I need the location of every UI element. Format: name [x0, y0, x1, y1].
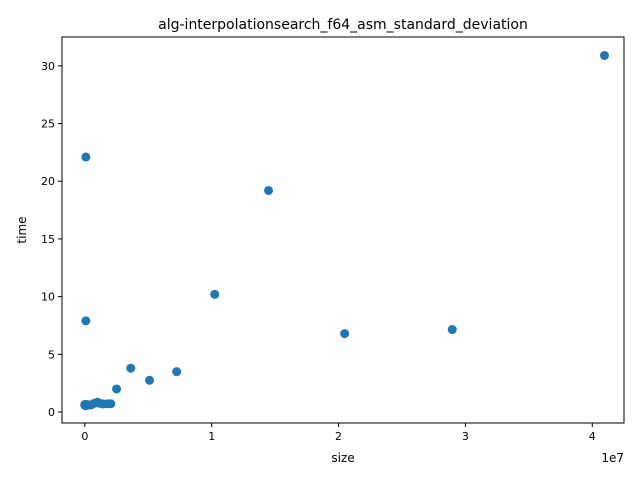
data-point-26: [340, 329, 350, 339]
chart-title: alg-interpolationsearch_f64_asm_standard…: [158, 17, 528, 33]
data-point-21: [126, 363, 136, 373]
x-axis-label: size: [331, 451, 354, 465]
x-tick-label-2: 2: [335, 430, 342, 443]
y-tick-label-0: 0: [48, 406, 55, 419]
data-point-28: [599, 50, 609, 60]
x-tick-label-4: 4: [589, 430, 596, 443]
data-points: [80, 50, 609, 411]
data-point-11: [81, 152, 91, 162]
y-axis-ticks: 0 5 10 15 20 25 30: [41, 60, 62, 419]
data-point-20: [112, 384, 122, 394]
y-axis-label: time: [15, 216, 29, 243]
data-point-23: [172, 367, 182, 377]
y-tick-label-1: 5: [48, 348, 55, 361]
y-tick-label-4: 20: [41, 175, 55, 188]
x-tick-label-3: 3: [462, 430, 469, 443]
x-tick-label-0: 0: [81, 430, 88, 443]
plot-area: [61, 36, 625, 424]
y-tick-label-2: 10: [41, 291, 55, 304]
x-tick-label-1: 1: [208, 430, 215, 443]
data-point-12: [81, 316, 91, 326]
data-point-19: [106, 399, 116, 409]
x-axis-ticks: 0 1 2 3 4: [81, 423, 596, 443]
axes-frame: [61, 36, 625, 424]
y-tick-label-3: 15: [41, 233, 55, 246]
y-tick-label-6: 30: [41, 60, 55, 73]
data-point-22: [145, 375, 155, 385]
data-point-24: [210, 289, 220, 299]
x-axis-offset-label: 1e7: [601, 451, 624, 465]
y-tick-label-5: 25: [41, 118, 55, 131]
data-point-27: [447, 325, 457, 335]
data-point-25: [264, 185, 274, 195]
